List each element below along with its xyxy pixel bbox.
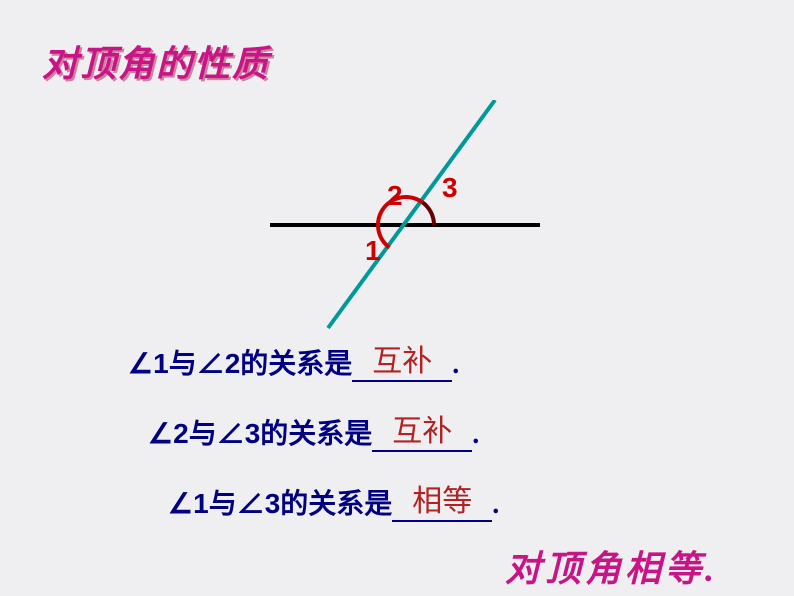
stmt3-mid: 与∠ <box>209 489 265 520</box>
stmt2-answer: 互补 <box>392 415 452 448</box>
stmt1-mid: 与∠ <box>169 349 225 380</box>
stmt3-prefix: ∠ <box>168 489 193 520</box>
conclusion: 对顶角相等. <box>505 540 718 592</box>
stmt3-period: . <box>492 489 499 520</box>
stmt1-suffix: 的关系是 <box>240 349 352 380</box>
stmt2-prefix: ∠ <box>148 419 173 450</box>
stmt2-period: . <box>472 419 479 450</box>
angle-diagram: 1 2 3 <box>200 100 600 330</box>
stmt1-a: 1 <box>153 348 169 379</box>
stmt3-blank: 相等 <box>392 476 492 522</box>
angle-label-3: 3 <box>442 172 458 204</box>
stmt3-answer: 相等 <box>412 485 472 518</box>
stmt1-b: 2 <box>225 348 241 379</box>
title-text: 对顶角的性质 <box>42 44 270 84</box>
page-title: 对顶角的性质 <box>42 35 270 87</box>
stmt1-prefix: ∠ <box>128 349 153 380</box>
stmt2-blank: 互补 <box>372 406 472 452</box>
stmt2-suffix: 的关系是 <box>260 419 372 450</box>
statement-3: ∠1与∠3的关系是相等. <box>168 478 499 524</box>
stmt1-answer: 互补 <box>372 345 432 378</box>
stmt1-period: . <box>452 349 459 380</box>
stmt2-mid: 与∠ <box>189 419 245 450</box>
angle-label-2: 2 <box>387 180 403 212</box>
stmt2-a: 2 <box>173 418 189 449</box>
stmt2-b: 3 <box>245 418 261 449</box>
conclusion-text: 对顶角相等. <box>505 549 718 589</box>
arc-3 <box>423 202 434 225</box>
stmt3-suffix: 的关系是 <box>280 489 392 520</box>
stmt3-a: 1 <box>193 488 209 519</box>
stmt3-b: 3 <box>265 488 281 519</box>
diagram-svg <box>200 100 600 330</box>
stmt1-blank: 互补 <box>352 336 452 382</box>
angle-label-1: 1 <box>365 235 381 267</box>
statement-1: ∠1与∠2的关系是互补. <box>128 338 459 384</box>
diagonal-line <box>328 100 495 328</box>
statement-2: ∠2与∠3的关系是互补. <box>148 408 479 454</box>
